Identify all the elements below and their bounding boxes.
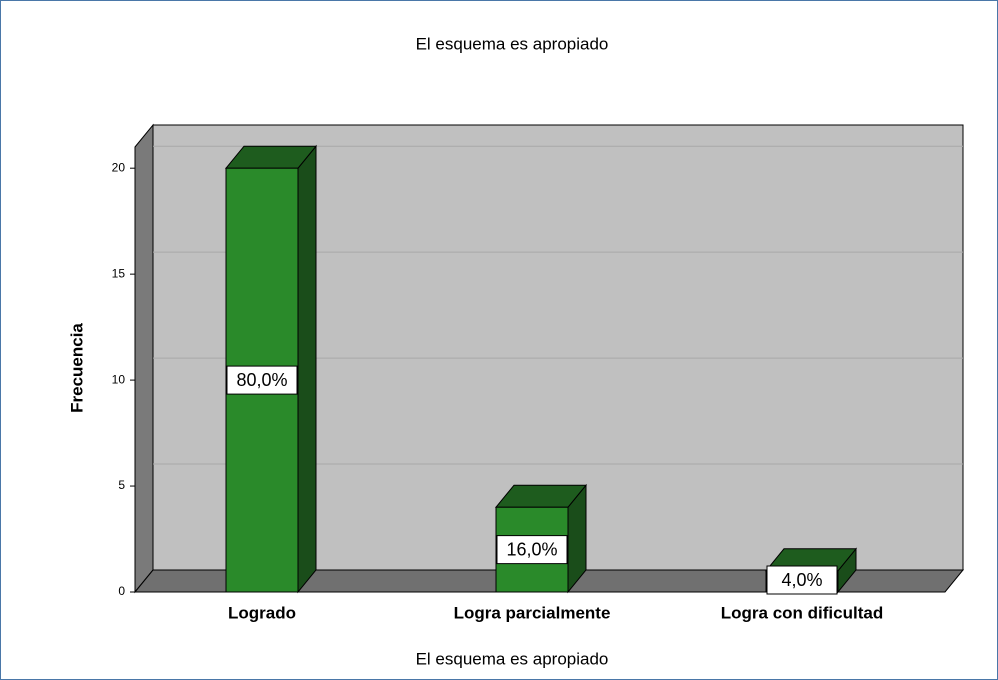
x-axis-title: El esquema es apropiado — [416, 649, 609, 668]
y-tick-label: 20 — [112, 160, 126, 174]
y-axis-title: Frecuencia — [67, 323, 86, 413]
value-label: 4,0% — [781, 570, 822, 590]
x-tick-label: Logrado — [228, 603, 296, 622]
value-label: 80,0% — [236, 370, 287, 390]
value-label-box — [496, 535, 568, 565]
value-label-box — [226, 365, 298, 395]
x-tick-label: Logra parcialmente — [454, 603, 611, 622]
chart-title: El esquema es apropiado — [416, 34, 609, 53]
y-tick-label: 15 — [112, 266, 126, 280]
x-tick-label: Logra con dificultad — [721, 603, 883, 622]
y-tick-label: 5 — [118, 478, 125, 492]
value-label: 16,0% — [506, 539, 557, 559]
bar-side — [297, 144, 317, 594]
side-wall — [134, 123, 154, 594]
y-tick-label: 0 — [118, 584, 125, 598]
value-label-box — [766, 565, 838, 595]
y-tick-label: 10 — [112, 372, 126, 386]
